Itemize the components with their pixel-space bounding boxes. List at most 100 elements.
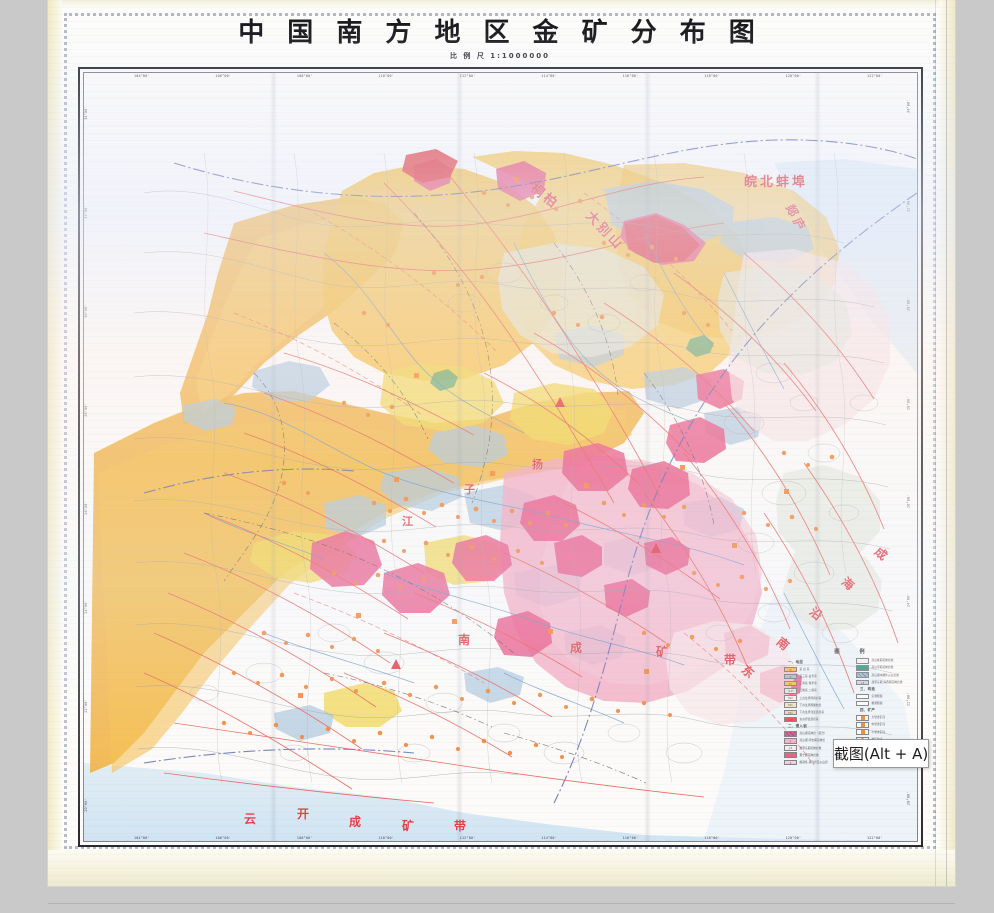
legend-swatch-symbol: γ4 [860,681,865,685]
legend-swatch-symbol: K [789,675,792,679]
map-neat-frame[interactable]: · · · · · · 皖北蚌埠 桐柏 大别山 郯庐扬子江南成矿带东南沿海成云开成矿带 104… [78,67,923,847]
paper-margin-left [48,0,62,886]
legend-item-label: 实测断裂 [871,693,883,698]
legend-item-label: 超基性·基性岩及火山岩 [799,759,828,764]
legend-item-label: 小型金矿床 [871,729,886,734]
map-inner-frame: · · · · · · 皖北蚌埠 桐柏 大别山 郯庐扬子江南成矿带东南沿海成云开成矿带 104… [83,72,918,842]
map-region-label: 带 [454,819,470,833]
map-legend[interactable]: 图 例 一、地层 Q 第 四 系 K 第三系·白垩系 T-J 三叠系·侏罗系 C-P 石炭系·二… [784,648,917,800]
legend-item-label: 燕山期·印支期花岗岩 [799,738,826,743]
legend-item[interactable]: 大型金矿床 [856,714,917,721]
fault-line-symbol [856,700,869,707]
legend-color-swatch: Pz2 [784,695,797,701]
graticule-tick: 112°00' [459,836,476,840]
graticule-tick: 122°00' [867,836,883,840]
map-region-label: 矿 [656,645,672,659]
graticule-tick: 34°00' [906,99,911,114]
graticule-tick: 24°00' [84,600,88,614]
legend-color-swatch [856,658,869,664]
legend-item[interactable]: Pz1 下古生界浅变质岩系 [784,709,850,716]
map-region-label: 云 [244,812,260,826]
legend-color-swatch [856,665,869,671]
legend-section-heading: 三、构造 [860,687,876,692]
legend-item[interactable]: K 第三系·白垩系 [784,673,850,680]
legend-item-label: 第三系·白垩系 [799,673,817,678]
graticule-tick: 108°00' [296,836,313,840]
fault-line-symbol [856,693,869,700]
legend-item-label: 燕山期中酸性火山岩类 [871,672,899,677]
legend-item[interactable]: C-P 石炭系·二叠系 [784,688,850,694]
legend-title: 图 例 [834,649,874,655]
graticule-tick: 108°00' [296,74,313,78]
graticule-tick: 110°00' [378,836,395,840]
legend-item[interactable]: 推测断裂 [856,700,917,707]
map-region-label: 成 [570,641,586,655]
graticule-tick: 30°00' [84,304,88,318]
map-region-label: 带 [724,653,740,667]
title-block: 中 国 南 方 地 区 金 矿 分 布 图 比 例 尺 1:1000000 [64,18,936,66]
map-region-label: 扬 [532,458,546,471]
legend-item[interactable]: γ4 加里东期·海西期花岗岩类 [856,679,917,686]
map-region-label: 矿 [402,819,418,833]
graticule-tick: 26°00' [84,501,88,516]
graticule-tick: 104°00' [133,74,150,78]
legend-swatch-symbol: γ3 [788,747,793,751]
graticule-tick: 24°00' [906,593,911,608]
graticule-tick: 28°00' [84,402,88,417]
legend-item[interactable]: Ar 太古界变质岩系 [784,716,850,723]
graticule-tick: 28°00' [906,396,911,410]
viewer-guide-rule-1 [935,0,936,886]
legend-item[interactable]: 燕山晚期花岗岩类 [856,658,917,664]
legend-item-label: 晋宁期花岗岩类 [799,752,819,757]
legend-item[interactable]: Pz1 下古生界碳酸盐岩 [784,702,850,709]
legend-item-label: 加里东期花岗岩类 [799,745,822,750]
legend-color-swatch: Pz1 [784,702,797,709]
legend-item[interactable]: 燕山期中酸性火山岩类 [856,672,917,678]
paper-margin-bottom [48,850,955,886]
legend-color-swatch: Ar [784,716,797,723]
map-region-label: 子 [464,483,478,496]
graticule-tick: 114°00' [541,74,557,78]
map-region-label: 开 [297,807,313,821]
screenshot-tooltip[interactable]: 截图(Alt + A) [833,739,929,768]
legend-section-heading: 二、侵入岩 [788,724,807,729]
legend-item-label: 石炭系·二叠系 [799,688,817,693]
legend-section-heading: 四、矿产 [860,708,876,713]
page-title: 中 国 南 方 地 区 金 矿 分 布 图 [238,18,762,48]
map-scale-text: 比 例 尺 1:1000000 [449,52,551,60]
legend-color-swatch [784,730,797,737]
map-region-label: 皖北蚌埠 [744,175,809,190]
legend-item[interactable]: 实测断裂 [856,693,917,700]
legend-color-swatch: Q [784,666,797,673]
graticule-tick: 110°00' [378,74,395,78]
legend-item-label: 大型金矿床 [871,715,886,720]
graticule-tick: 20°00' [84,797,88,812]
legend-swatch-symbol: Σ [789,761,792,765]
legend-swatch-symbol: Ar [789,718,792,722]
legend-item[interactable]: 燕山期花岗岩（混合） [784,730,850,737]
legend-item-label: 推测断裂 [871,701,883,706]
legend-item[interactable]: Pz2 上古生界碎屑岩系 [784,695,850,701]
legend-color-swatch: C-P [784,688,797,694]
legend-item[interactable]: 小型金矿床 [856,729,917,735]
legend-item-label: 燕山晚期花岗岩类 [871,658,894,663]
legend-item-label: 中型金矿床 [871,722,886,727]
graticule-tick: 104°00' [133,836,150,840]
legend-color-swatch: K [784,673,797,680]
legend-item[interactable]: 中型金矿床 [856,722,917,728]
legend-color-swatch: Σ [784,759,797,766]
map-region-label: 江 [402,515,416,528]
graticule-tick: 32°00' [84,205,88,219]
scanned-map-sheet[interactable]: 中 国 南 方 地 区 金 矿 分 布 图 比 例 尺 1:1000000 [48,0,955,886]
legend-item-label: 下古生界浅变质岩系 [799,709,825,714]
legend-color-swatch: γ4 [856,679,869,686]
graticule-tick: 120°00' [785,74,802,78]
legend-item[interactable]: 燕山早期花岗岩类 [856,665,917,671]
legend-item-label: 三叠系·侏罗系 [799,681,817,686]
map-region-label: 南 [458,633,474,647]
legend-item-label: 下古生界碳酸盐岩 [799,702,822,707]
legend-swatch-symbol: Pz1 [788,711,793,715]
legend-item[interactable]: T-J 三叠系·侏罗系 [784,680,850,687]
gold-deposit-symbol [856,714,869,721]
